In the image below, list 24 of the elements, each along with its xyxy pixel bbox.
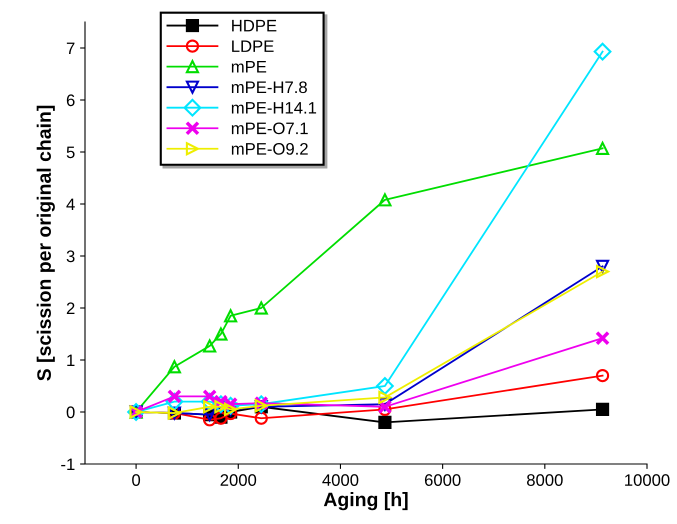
- legend-label: LDPE: [232, 40, 274, 52]
- legend-label: mPE-O9.2: [232, 142, 308, 155]
- y-tick-label: 6: [66, 94, 75, 106]
- legend-label: mPE: [232, 61, 266, 72]
- y-tick-label: 1: [67, 354, 74, 366]
- x-tick-label: 0: [132, 474, 140, 486]
- y-tick-label: 0: [66, 406, 75, 418]
- y-axis-title: S [scission per original chain]: [36, 106, 55, 381]
- legend-label: mPE-H7.8: [232, 81, 307, 94]
- x-tick-label: 6000: [424, 474, 461, 486]
- legend-label: HDPE: [232, 20, 276, 32]
- y-tick-label: 3: [66, 250, 75, 262]
- x-tick-label: 10000: [625, 474, 670, 486]
- legend-label: mPE-H14.1: [232, 102, 316, 114]
- y-tick-label: 7: [66, 42, 74, 54]
- y-tick-label: -1: [61, 458, 74, 470]
- y-tick-label: 2: [66, 302, 74, 314]
- legend-label: mPE-O7.1: [232, 122, 308, 134]
- x-tick-label: 4000: [322, 474, 358, 486]
- x-tick-label: 2000: [220, 474, 256, 486]
- y-tick-label: 4: [66, 198, 75, 210]
- y-tick-label: 5: [66, 146, 75, 158]
- x-axis-title: Aging [h]: [324, 492, 408, 510]
- x-tick-label: 8000: [527, 474, 563, 486]
